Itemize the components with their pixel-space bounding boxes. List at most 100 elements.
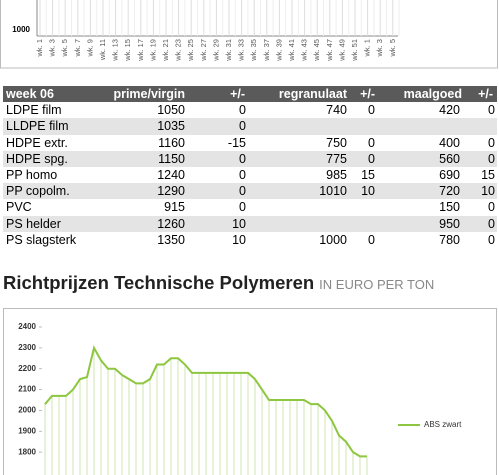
cell: 15 (481, 167, 495, 182)
x-tick-label: wk. 9 (85, 39, 94, 58)
table-row: LLDPE film 1035 0 (3, 118, 497, 135)
cell: 0 (239, 151, 246, 166)
cell: 690 (439, 167, 460, 182)
cell: 780 (439, 232, 460, 247)
x-tick-label: wk. 17 (136, 39, 145, 62)
cell: 0 (488, 232, 495, 247)
table-row: HDPE extr. 1160 -15 750 0 400 0 (3, 135, 497, 151)
line-chart: 1800 1900 2000 2100 2200 2300 2400 ABS zwart (3, 308, 497, 475)
x-tick-label: wk. 7 (73, 39, 82, 58)
table-row: PS helder 1260 10 950 0 (3, 215, 497, 232)
cell: 0 (368, 232, 375, 247)
cell: 420 (439, 103, 460, 118)
cell: 1000 (319, 232, 347, 247)
x-tick-label: wk. 47 (325, 39, 334, 62)
x-tick-label: wk. 37 (262, 39, 271, 62)
cell: 560 (439, 151, 460, 166)
y-tick-label: 2200 (18, 364, 36, 373)
cell: 0 (488, 103, 495, 118)
frame (3, 308, 497, 475)
x-tick-label: wk. 31 (224, 39, 233, 62)
cell: PP homo (6, 167, 58, 182)
cell: maalgoed (403, 87, 462, 101)
cell: 15 (361, 167, 375, 182)
x-tick-label: wk. 33 (237, 39, 246, 62)
x-tick-label: wk. 3 (48, 39, 57, 58)
y-tick-label: 1900 (18, 426, 36, 435)
x-tick-label: wk. 1 (363, 39, 372, 58)
y-tick-label: 2000 (18, 406, 36, 415)
cell: +/- (360, 87, 375, 101)
series-line (44, 345, 367, 458)
x-tick-label: wk. 5 (60, 39, 69, 58)
cell: 150 (439, 200, 460, 215)
cell: +/- (230, 87, 245, 101)
cell: 720 (439, 184, 460, 199)
cell: 400 (439, 135, 460, 150)
legend-label: ABS zwart (424, 420, 462, 429)
cell: PS helder (6, 216, 61, 231)
table-row: PP homo 1240 0 985 15 690 15 (3, 167, 497, 183)
cell: 1160 (158, 135, 185, 150)
x-tick-label: wk. 11 (98, 39, 107, 61)
x-tick-label: wk. 21 (161, 39, 170, 62)
x-tick-label: wk. 49 (337, 39, 346, 62)
cell: 1050 (157, 103, 185, 118)
cell: 775 (326, 151, 347, 166)
x-tick-label: wk. 1 (35, 39, 44, 58)
x-tick-label: wk. 27 (199, 39, 208, 62)
x-tick-label: wk. 41 (287, 39, 296, 62)
x-tick-label: wk. 35 (249, 39, 258, 62)
cell: 1010 (319, 184, 347, 199)
cell: -15 (227, 135, 246, 150)
title-text: Richtprijzen Technische Polymeren (3, 272, 315, 293)
table-row: PS slagsterk 1350 10 1000 0 780 0 (3, 232, 497, 248)
y-tick-label: 2100 (18, 385, 36, 394)
cell: HDPE extr. (6, 135, 68, 150)
cell: 1260 (157, 216, 185, 231)
table-row: LDPE film 1050 0 740 0 420 0 (3, 102, 497, 118)
cell: 750 (326, 135, 347, 150)
cell: +/- (478, 87, 493, 101)
cell: 0 (239, 103, 246, 118)
cell: 0 (488, 200, 495, 215)
cell: 0 (368, 151, 375, 166)
cell: 0 (488, 151, 495, 166)
top-chart: 1000 wk. 1 wk. 3 wk. 5 wk. 7 wk. 9 wk. 11 wk. … (0, 0, 498, 69)
cell: 985 (326, 167, 347, 182)
cell: 0 (488, 216, 495, 231)
cell: 0 (368, 135, 375, 150)
x-tick-label: wk. 15 (123, 39, 132, 62)
cell: 950 (439, 216, 460, 231)
cell: 1240 (157, 167, 185, 182)
cell: 0 (239, 167, 246, 182)
unit-text: IN EURO PER TON (319, 277, 435, 292)
table-row: PVC 915 0 150 0 (3, 199, 497, 215)
x-tick-label: wk. 3 (375, 39, 384, 58)
cell: prime/virgin (113, 87, 185, 101)
x-tick-label: wk. 23 (174, 39, 183, 62)
y-label: 1000 (12, 25, 30, 34)
x-tick-label: wk. 13 (111, 39, 120, 62)
x-tick-label: wk. 19 (148, 39, 157, 62)
cell: 0 (488, 135, 495, 150)
cell: 0 (239, 119, 246, 134)
y-tick-label: 2300 (18, 343, 36, 352)
cell: 1150 (158, 151, 185, 166)
cell: 915 (164, 200, 185, 215)
x-tick-label: wk. 29 (211, 39, 220, 62)
y-tick-label: 1800 (18, 447, 36, 456)
cell: HDPE spg. (6, 151, 68, 166)
cell: 0 (368, 103, 375, 118)
cell: 740 (326, 103, 347, 118)
cell: 10 (361, 184, 375, 199)
cell: PVC (6, 200, 32, 215)
cell: 10 (481, 184, 495, 199)
price-table: week 06 prime/virgin +/- regranulaat +/- maal… (3, 86, 497, 248)
x-tick-label: wk. 43 (300, 39, 309, 62)
x-tick-label: wk. 25 (186, 39, 195, 62)
table-row: HDPE spg. 1150 0 775 0 560 0 (3, 150, 497, 167)
table-row: PP copolm. 1290 0 1010 10 720 10 (3, 183, 497, 200)
cell: 0 (239, 200, 246, 215)
